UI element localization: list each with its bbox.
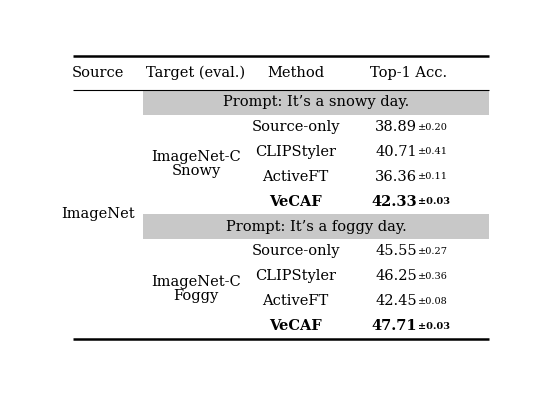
Bar (143, 214, 489, 239)
Text: 46.25: 46.25 (375, 269, 417, 283)
Text: ±0.36: ±0.36 (418, 272, 448, 281)
Text: ImageNet-C: ImageNet-C (151, 151, 241, 164)
Text: 36.36: 36.36 (375, 170, 417, 184)
Text: ±0.41: ±0.41 (418, 147, 448, 156)
Text: VeCAF: VeCAF (269, 195, 322, 209)
Text: Method: Method (267, 66, 324, 80)
Text: ActiveFT: ActiveFT (262, 294, 329, 308)
Text: CLIPStyler: CLIPStyler (255, 269, 336, 283)
Text: Source-only: Source-only (252, 120, 340, 134)
Text: 45.55: 45.55 (375, 244, 417, 258)
Text: ±0.03: ±0.03 (418, 322, 449, 331)
Text: Target (eval.): Target (eval.) (146, 66, 246, 80)
Text: VeCAF: VeCAF (269, 319, 322, 333)
Text: Snowy: Snowy (172, 164, 220, 178)
Text: ±0.27: ±0.27 (418, 247, 448, 256)
Bar (143, 90, 489, 115)
Text: Prompt: It’s a foggy day.: Prompt: It’s a foggy day. (226, 219, 406, 234)
Text: Prompt: It’s a snowy day.: Prompt: It’s a snowy day. (223, 95, 409, 109)
Text: ImageNet: ImageNet (61, 207, 135, 221)
Text: ±0.11: ±0.11 (418, 172, 448, 181)
Text: CLIPStyler: CLIPStyler (255, 145, 336, 159)
Text: 42.33: 42.33 (371, 195, 417, 209)
Text: 42.45: 42.45 (375, 294, 417, 308)
Text: 40.71: 40.71 (375, 145, 417, 159)
Text: Source-only: Source-only (252, 244, 340, 258)
Text: Foggy: Foggy (173, 289, 219, 303)
Text: 47.71: 47.71 (371, 319, 417, 333)
Text: ±0.20: ±0.20 (418, 123, 448, 132)
Text: ±0.08: ±0.08 (418, 297, 447, 306)
Text: 38.89: 38.89 (375, 120, 417, 134)
Text: ActiveFT: ActiveFT (262, 170, 329, 184)
Text: Top-1 Acc.: Top-1 Acc. (370, 66, 447, 80)
Text: ±0.03: ±0.03 (418, 197, 449, 206)
Text: ImageNet-C: ImageNet-C (151, 275, 241, 289)
Text: Source: Source (72, 66, 124, 80)
